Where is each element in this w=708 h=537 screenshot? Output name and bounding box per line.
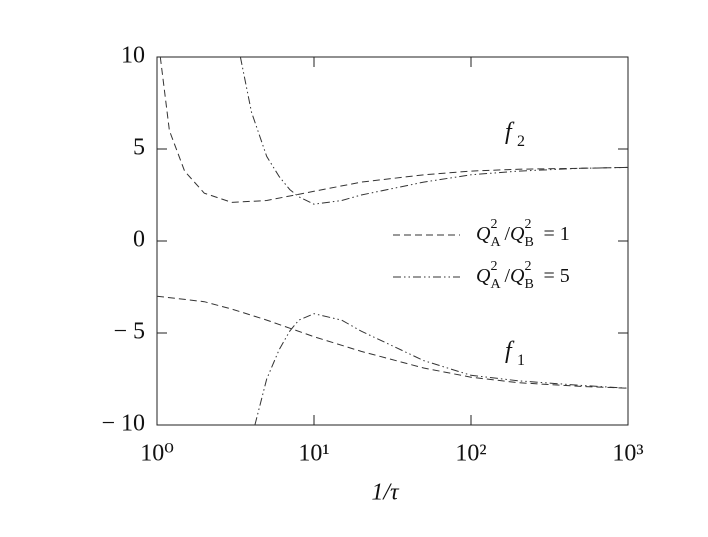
y-tick-label: − 10 bbox=[101, 411, 145, 437]
x-tick-label: 10⁰ bbox=[140, 441, 174, 467]
legend-label-part: B bbox=[524, 235, 533, 250]
x-tick-label: 10¹ bbox=[298, 441, 329, 467]
curve bbox=[156, 295, 629, 389]
annotation-part: f bbox=[505, 119, 515, 145]
y-tick-label: 0 bbox=[133, 227, 145, 253]
legend-label-part: 2 bbox=[524, 259, 531, 274]
y-tick-label: − 5 bbox=[113, 319, 145, 345]
legend-label-part: / bbox=[504, 265, 510, 287]
legend-label: Q2 A/Q2 B = 5 bbox=[476, 259, 570, 292]
legend-label-part: / bbox=[504, 223, 510, 245]
curve bbox=[254, 313, 629, 426]
legend-label-part: Q bbox=[510, 223, 525, 245]
legend-label-part: 2 bbox=[490, 217, 497, 232]
legend-label-part: Q bbox=[476, 265, 491, 287]
annotation-part: f bbox=[505, 338, 515, 364]
legend-label-part: 2 bbox=[524, 217, 531, 232]
annotation-part: 2 bbox=[517, 133, 525, 150]
annotation-part: 1 bbox=[517, 352, 525, 369]
legend-label-part: = 5 bbox=[538, 265, 569, 287]
legend-label-part: A bbox=[490, 277, 501, 292]
curve bbox=[159, 56, 629, 203]
legend-label-part: Q bbox=[476, 223, 491, 245]
legend-label: Q2 A/Q2 B = 1 bbox=[476, 217, 570, 250]
y-tick-label: 10 bbox=[121, 43, 145, 69]
legend-label-part: = 1 bbox=[538, 223, 569, 245]
legend-label-part: A bbox=[490, 235, 501, 250]
legend-label-part: Q bbox=[510, 265, 525, 287]
y-tick-label: 5 bbox=[133, 135, 145, 161]
legend-label-part: B bbox=[524, 277, 533, 292]
legend-label-part: 2 bbox=[490, 259, 497, 274]
x-axis-label: 1/τ bbox=[371, 480, 400, 506]
x-tick-label: 10³ bbox=[612, 441, 643, 467]
x-tick-label: 10² bbox=[455, 441, 486, 467]
curve bbox=[239, 56, 629, 205]
